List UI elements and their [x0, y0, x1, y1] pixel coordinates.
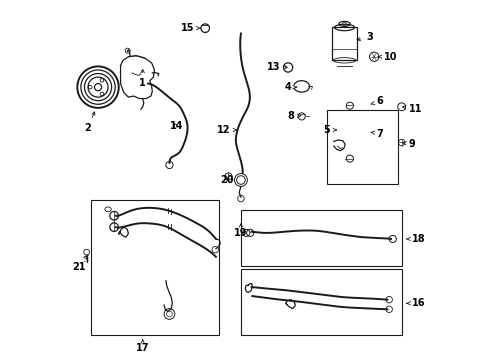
Text: 18: 18	[406, 234, 425, 244]
Text: 3: 3	[356, 32, 372, 42]
Text: 9: 9	[402, 139, 415, 149]
Bar	[326, 111, 397, 184]
Bar	[241, 269, 401, 336]
Text: 4: 4	[284, 82, 296, 92]
Bar	[91, 200, 219, 336]
Text: 13: 13	[266, 63, 286, 72]
Text: 8: 8	[287, 111, 300, 121]
Text: 7: 7	[370, 129, 383, 139]
Text: 12: 12	[216, 125, 236, 135]
Text: 21: 21	[73, 256, 87, 272]
Text: 10: 10	[377, 52, 397, 62]
Bar	[331, 27, 356, 60]
Text: 17: 17	[136, 339, 149, 352]
Text: 6: 6	[370, 96, 383, 107]
Bar	[241, 210, 401, 266]
Text: 5: 5	[323, 125, 336, 135]
Text: 15: 15	[181, 23, 200, 33]
Text: 2: 2	[84, 112, 95, 133]
Text: 1: 1	[139, 69, 146, 88]
Text: 14: 14	[169, 121, 183, 131]
Text: 16: 16	[406, 298, 425, 308]
Text: 20: 20	[220, 175, 233, 185]
Text: 11: 11	[402, 104, 422, 113]
Text: 19: 19	[234, 224, 247, 238]
